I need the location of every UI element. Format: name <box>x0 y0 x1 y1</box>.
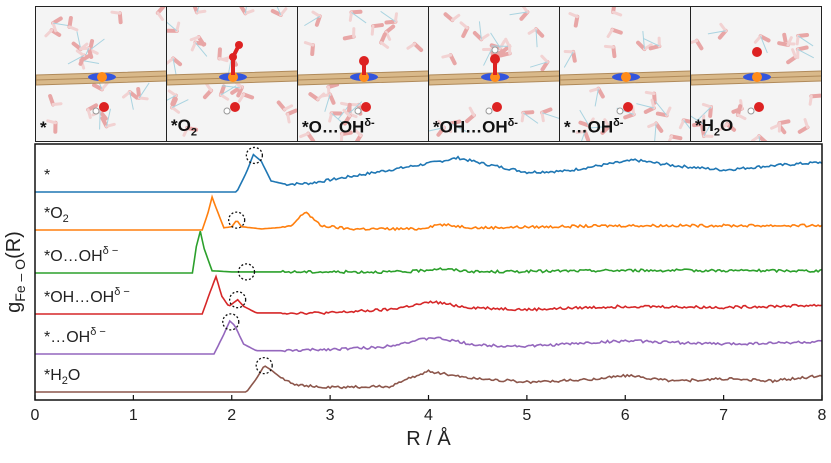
x-tick-label: 4 <box>424 407 433 424</box>
series-label: * <box>44 167 50 184</box>
series-labels: * *O2 *O…OHδ − *OH…OHδ − *…OHδ − *H2O <box>44 167 130 387</box>
x-tick-label: 7 <box>719 407 728 424</box>
x-tick-label: 8 <box>818 407 827 424</box>
series-layer <box>35 146 823 393</box>
x-tick-label: 3 <box>326 407 335 424</box>
snapshot-label: *H2O <box>695 115 734 138</box>
peak-marker <box>255 356 273 375</box>
snapshot-label: * <box>40 118 47 137</box>
series-line <box>35 230 823 275</box>
snapshot-panel: *O…OHδ- <box>297 6 429 142</box>
peak-marker <box>229 291 247 309</box>
molecule-snapshot-icon <box>429 7 559 137</box>
molecule-snapshot-icon <box>691 22 821 141</box>
series-label: *H2O <box>44 367 80 387</box>
snapshot-panel: *…OHδ- <box>559 6 691 142</box>
series-line <box>35 319 823 355</box>
series-label: *O…OHδ − <box>44 245 118 265</box>
y-axis-label: gFe – O(R) <box>3 231 28 313</box>
peak-marker <box>222 313 240 331</box>
series-line <box>35 153 823 193</box>
peak-marker <box>245 146 264 165</box>
snapshot-label: *…OHδ- <box>564 117 624 137</box>
x-tick-label: 2 <box>227 407 236 424</box>
series-label: *O2 <box>44 205 69 225</box>
molecule-snapshot-icon <box>298 9 428 141</box>
x-tick-label: 6 <box>621 407 630 424</box>
series-line <box>35 365 823 393</box>
x-ticks: 0 1 2 3 4 5 6 7 8 <box>31 395 827 424</box>
series-label: *OH…OHδ − <box>44 286 130 306</box>
snapshot-panel: *H2O <box>690 6 822 142</box>
snapshot-label: *OH…OHδ- <box>433 117 518 137</box>
snapshot-label: *O…OHδ- <box>302 117 375 137</box>
x-axis-label: R / Å <box>406 427 451 450</box>
snapshot-label: *O2 <box>171 115 197 138</box>
snapshot-panels: * *O2 *O…OHδ- *OH…OHδ- *…OHδ- *H2O <box>35 6 827 142</box>
snapshot-panel: *O2 <box>166 6 298 142</box>
molecule-snapshot-icon <box>167 7 297 137</box>
x-tick-label: 1 <box>129 407 138 424</box>
molecule-snapshot-icon <box>36 7 166 134</box>
peak-marker <box>237 263 256 281</box>
snapshot-panel: * <box>35 6 167 142</box>
x-tick-label: 0 <box>31 407 40 424</box>
series-line <box>35 274 823 316</box>
series-label: *…OHδ − <box>44 326 106 346</box>
x-tick-label: 5 <box>522 407 531 424</box>
snapshot-panel: *OH…OHδ- <box>428 6 560 142</box>
peak-marker <box>228 211 246 229</box>
molecule-snapshot-icon <box>560 7 690 141</box>
rdf-chart: * *O2 *O…OHδ − *OH…OHδ − *…OHδ − *H2O 0 1 2 3 4 5 6… <box>3 143 827 450</box>
series-line <box>35 194 823 232</box>
